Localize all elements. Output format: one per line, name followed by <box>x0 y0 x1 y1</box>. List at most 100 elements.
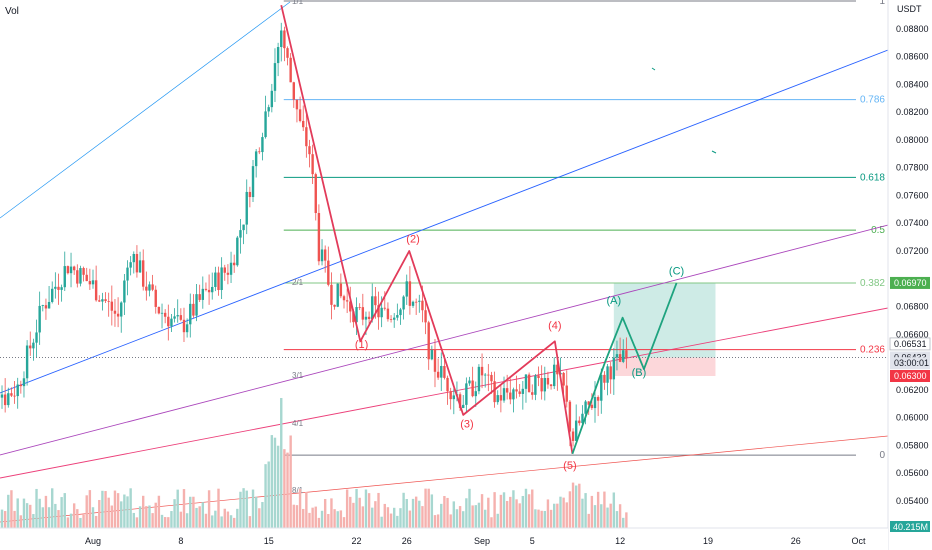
volume-bar <box>383 503 386 528</box>
volume-bar <box>142 495 145 528</box>
candle-body <box>85 274 88 282</box>
volume-bar <box>487 497 490 528</box>
price-axis-tick: 0.08000 <box>896 135 929 145</box>
volume-bar <box>349 496 352 528</box>
candle-body <box>502 388 506 401</box>
volume-bar <box>104 491 107 528</box>
candle-body <box>581 413 584 424</box>
candle-body <box>192 303 195 316</box>
volume-bar <box>352 502 355 528</box>
gann-fan-ray <box>0 49 888 394</box>
volume-bar <box>612 492 616 528</box>
candle-body <box>367 316 371 320</box>
candle-body <box>546 377 550 385</box>
candle-body <box>377 305 380 318</box>
volume-bar <box>414 496 418 528</box>
volume-bar <box>421 506 424 528</box>
volume-indicator-label[interactable]: Vol <box>5 6 19 17</box>
volume-bar <box>63 493 66 528</box>
candle-body <box>107 300 110 302</box>
candle-body <box>496 395 499 403</box>
candle-body <box>317 213 321 262</box>
candle-body <box>116 313 120 317</box>
volume-bar <box>19 515 23 528</box>
time-axis-tick: 19 <box>703 536 713 546</box>
volume-bar <box>430 494 434 528</box>
volume-bar <box>609 503 612 528</box>
volume-bar <box>22 498 26 528</box>
volume-bar <box>468 488 471 528</box>
impulse-wave-line <box>280 4 574 454</box>
volume-bar <box>270 435 274 528</box>
candle-body <box>110 301 114 311</box>
fib-level-label: 0.5 <box>871 225 885 236</box>
candle-body <box>625 350 628 358</box>
drawing-mark <box>651 67 656 71</box>
candle-body <box>584 401 587 414</box>
candle-body <box>443 365 446 378</box>
candle-body <box>98 300 101 302</box>
candle-body <box>41 305 44 306</box>
candle-body <box>295 99 299 110</box>
candle-body <box>182 319 186 333</box>
volume-bar <box>192 496 195 528</box>
volume-bar <box>129 488 132 528</box>
fib-label-bg <box>856 93 886 106</box>
candle-body <box>286 48 289 58</box>
price-axis-tick: 0.05400 <box>896 496 929 506</box>
volume-bar <box>339 510 343 528</box>
candle-body <box>606 366 609 383</box>
candle-body <box>170 318 173 327</box>
volume-bar <box>518 503 521 528</box>
candle-body <box>132 253 135 263</box>
volume-bar <box>581 498 584 528</box>
candle-body <box>254 151 258 167</box>
volume-bar <box>408 510 412 528</box>
volume-bar <box>280 398 283 528</box>
volume-bar <box>94 515 98 528</box>
candle-body <box>113 310 117 314</box>
time-axis-tick: Oct <box>852 536 867 546</box>
fib-level-label: 1 <box>879 0 885 7</box>
candle-body <box>3 394 7 406</box>
candle-body <box>94 280 98 301</box>
volume-bar <box>471 505 474 528</box>
candle-body <box>135 253 139 273</box>
candle-body <box>76 270 79 284</box>
volume-bar <box>374 501 377 528</box>
candle-body <box>411 301 415 306</box>
volume-bar <box>261 502 264 528</box>
volume-bar <box>66 517 70 528</box>
candle-body <box>534 375 537 395</box>
volume-bar <box>371 507 374 528</box>
gann-fan-ray <box>0 1 291 219</box>
candle-body <box>232 262 236 266</box>
candle-body <box>151 284 154 290</box>
candle-body <box>47 301 51 309</box>
candle-body <box>211 286 214 293</box>
candle-body <box>292 82 295 100</box>
price-badge-text: 0.06300 <box>894 371 927 381</box>
volume-bar <box>358 497 361 528</box>
volume-bar <box>57 510 60 528</box>
volume-bar <box>559 496 562 528</box>
candle-body <box>207 289 211 293</box>
candle-body <box>565 385 568 402</box>
candle-body <box>25 345 29 379</box>
volume-bar <box>85 495 88 528</box>
fib-level-label: 0.236 <box>860 345 885 356</box>
volume-bar <box>590 495 594 528</box>
volume-bar <box>537 509 540 528</box>
candle-body <box>22 378 26 387</box>
candle-body <box>19 384 23 387</box>
candle-body <box>342 296 346 301</box>
volume-bar <box>342 517 346 528</box>
candle-body <box>364 316 368 320</box>
gann-fan-label: 3/1 <box>292 371 304 380</box>
volume-badge-text: 40.215M <box>893 522 928 532</box>
volume-bar <box>305 491 308 528</box>
volume-bar <box>157 495 161 528</box>
candle-body <box>483 374 487 376</box>
volume-bar <box>0 509 4 528</box>
